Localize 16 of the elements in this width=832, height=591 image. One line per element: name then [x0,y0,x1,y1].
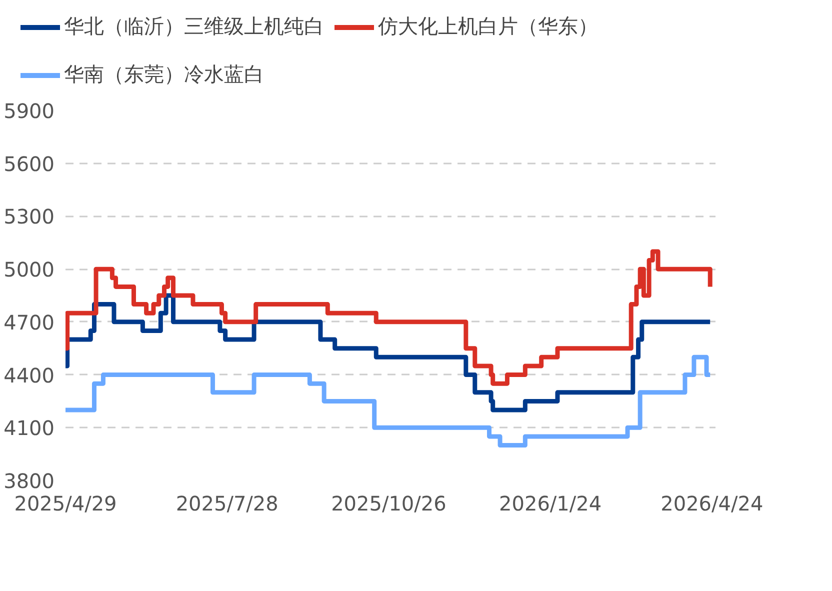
legend-label: 仿大化上机白片（华东） [378,13,598,40]
x-tick-label: 2026/4/24 [660,492,764,516]
y-tick-label: 3800 [4,469,55,493]
y-tick-label: 4400 [4,363,55,388]
y-tick-label: 5900 [4,99,55,123]
x-tick-label: 2026/1/24 [499,492,602,516]
y-tick-label: 5300 [4,204,55,229]
y-tick-label: 4700 [4,310,55,334]
legend-label: 华北（临沂）三维级上机纯白 [64,13,324,40]
x-tick-label: 2025/4/29 [14,492,117,516]
y-tick-label: 5600 [4,152,55,176]
y-tick-label: 5000 [4,258,55,282]
legend-label: 华南（东莞）冷水蓝白 [64,61,264,88]
x-tick-label: 2025/7/28 [176,492,278,516]
y-tick-label: 4100 [4,416,55,440]
x-tick-label: 2025/10/26 [331,492,446,516]
